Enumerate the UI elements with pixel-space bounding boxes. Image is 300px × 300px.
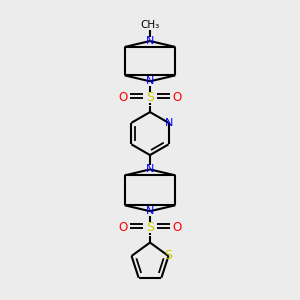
Text: N: N [164,118,173,128]
Text: S: S [164,250,172,262]
Text: N: N [146,36,154,46]
Text: N: N [146,76,154,86]
Text: O: O [172,221,182,234]
Text: N: N [146,164,154,174]
Text: O: O [172,91,182,104]
Text: O: O [118,221,128,234]
Text: O: O [118,91,128,104]
Text: S: S [146,221,154,234]
Text: N: N [146,206,154,216]
Text: S: S [146,91,154,104]
Text: CH₃: CH₃ [140,20,160,30]
